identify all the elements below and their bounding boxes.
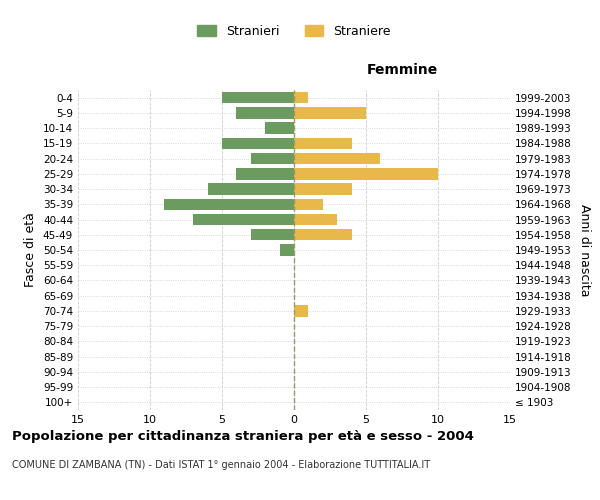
Bar [251, 153, 294, 164]
Bar [294, 92, 308, 104]
Text: COMUNE DI ZAMBANA (TN) - Dati ISTAT 1° gennaio 2004 - Elaborazione TUTTITALIA.IT: COMUNE DI ZAMBANA (TN) - Dati ISTAT 1° g… [12, 460, 430, 470]
Bar [236, 168, 294, 179]
Bar [280, 244, 294, 256]
Bar [294, 229, 352, 240]
Legend: Stranieri, Straniere: Stranieri, Straniere [192, 20, 396, 42]
Bar [222, 92, 294, 104]
Bar [294, 138, 352, 149]
Bar [208, 184, 294, 195]
Bar [294, 214, 337, 225]
Bar [265, 122, 294, 134]
Bar [294, 198, 323, 210]
Bar [164, 198, 294, 210]
Bar [193, 214, 294, 225]
Bar [294, 184, 352, 195]
Text: Femmine: Femmine [367, 63, 437, 77]
Y-axis label: Fasce di età: Fasce di età [25, 212, 37, 288]
Bar [222, 138, 294, 149]
Bar [294, 168, 438, 179]
Text: Popolazione per cittadinanza straniera per età e sesso - 2004: Popolazione per cittadinanza straniera p… [12, 430, 474, 443]
Bar [251, 229, 294, 240]
Bar [294, 305, 308, 316]
Y-axis label: Anni di nascita: Anni di nascita [578, 204, 591, 296]
Bar [294, 107, 366, 118]
Bar [294, 153, 380, 164]
Bar [236, 107, 294, 118]
